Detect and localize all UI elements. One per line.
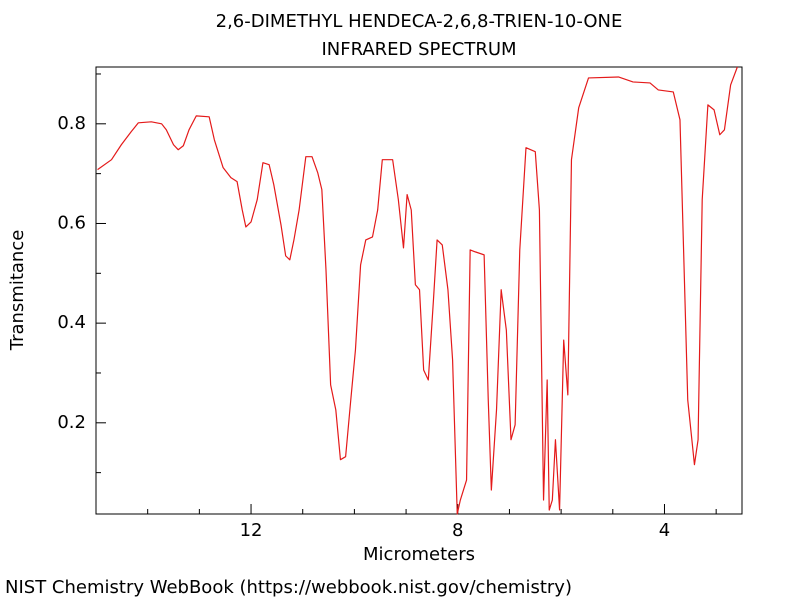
plot-frame [95,66,743,515]
spectrum-line [97,66,738,515]
footer: NIST Chemistry WebBook (https://webbook.… [5,577,572,598]
chart-title: 2,6-DIMETHYL HENDECA-2,6,8-TRIEN-10-ONE [216,11,623,32]
y-tick-label: 0.6 [57,212,86,233]
y-axis-label: Transmitance [7,230,28,352]
chart-subtitle: INFRARED SPECTRUM [321,39,516,60]
y-tick-label: 0.4 [57,312,86,333]
x-tick-label: 4 [659,520,670,541]
x-axis-label: Micrometers [363,544,475,565]
y-tick-label: 0.8 [57,113,86,134]
x-tick-label: 8 [452,520,463,541]
y-tick-label: 0.2 [57,412,86,433]
x-tick-label: 12 [240,520,263,541]
